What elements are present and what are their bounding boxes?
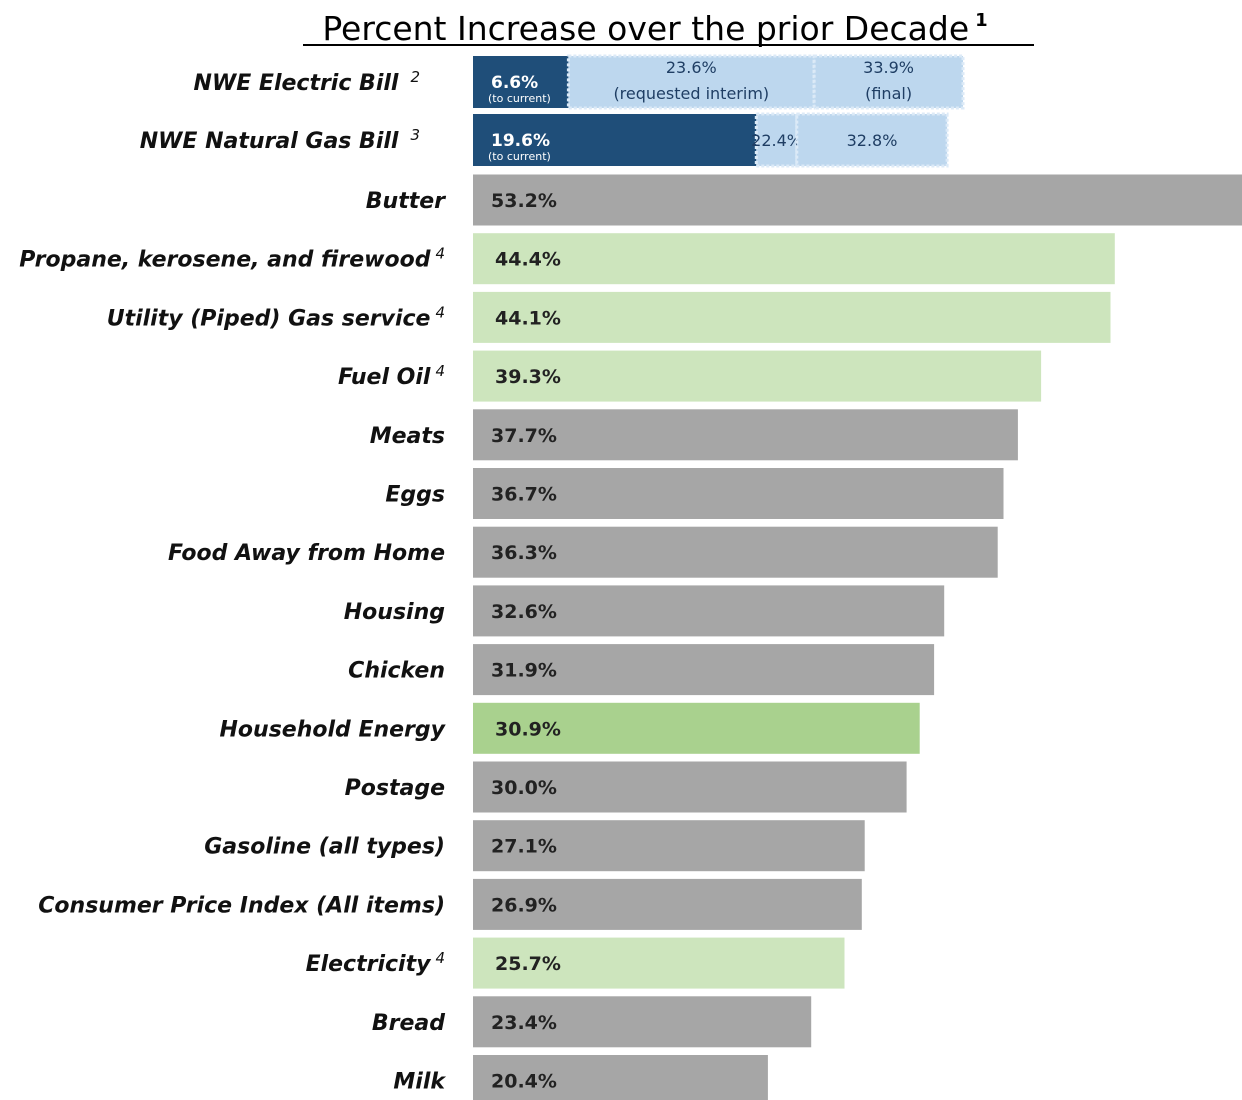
category-label-consumer-price-index-all-items: Consumer Price Index (All items): [38, 893, 445, 918]
value-label-propane-kerosene-and-firewood: 44.4%: [495, 249, 561, 271]
chart-title-text: Percent Increase over the prior Decade: [322, 9, 969, 48]
segment-label-nwe-electric-bill-1: 6.6%: [491, 73, 538, 93]
segment-label-nwe-electric-bill-3: 33.9%: [863, 58, 914, 77]
category-label-text: Consumer Price Index (All items): [38, 893, 445, 918]
segment-label-nwe-natural-gas-bill-1: 19.6%: [491, 131, 550, 151]
bar-nwe-electric-bill-segment-2: [566, 54, 816, 110]
value-label-electricity: 25.7%: [495, 953, 561, 975]
bar-nwe-natural-gas-bill-segment-3: [795, 112, 949, 168]
value-label-fuel-oil: 39.3%: [495, 366, 561, 388]
category-label-gasoline-all-types: Gasoline (all types): [204, 835, 445, 860]
category-label-text: Fuel Oil: [338, 365, 431, 390]
bar-nwe-electric-bill-segment-3: [812, 54, 965, 110]
value-label-milk: 20.4%: [491, 1071, 557, 1093]
segment-note-nwe-electric-bill-3: (final): [865, 84, 912, 103]
category-label-text: Utility (Piped) Gas service: [107, 306, 431, 331]
segment-note-nwe-electric-bill-1: (to current): [488, 92, 551, 105]
segment-note-nwe-electric-bill-2: (requested interim): [613, 84, 769, 103]
bar-gasoline-all-types: [473, 820, 865, 872]
category-label-household-energy: Household Energy: [220, 717, 447, 742]
segment-label-nwe-natural-gas-bill-3: 32.8%: [847, 131, 898, 150]
category-rows: Butter 53.2% Propane, kerosene, and firewo…: [19, 174, 1242, 1100]
value-label-chicken: 31.9%: [491, 660, 557, 682]
category-label-butter: Butter: [366, 189, 446, 214]
value-label-eggs: 36.7%: [491, 484, 557, 506]
value-label-consumer-price-index-all-items: 26.9%: [491, 894, 557, 916]
bar-electricity: [473, 937, 845, 989]
value-label-butter: 53.2%: [491, 190, 557, 212]
value-label-meats: 37.7%: [491, 425, 557, 447]
value-label-food-away-from-home: 36.3%: [491, 542, 557, 564]
value-label-gasoline-all-types: 27.1%: [491, 836, 557, 858]
segment-label-nwe-natural-gas-bill-2: 22.4%: [751, 131, 802, 150]
category-label-housing: Housing: [344, 600, 445, 625]
category-label-electricity: Electricity 4: [306, 949, 445, 977]
value-label-bread: 23.4%: [491, 1012, 557, 1034]
category-label-fuel-oil: Fuel Oil 4: [338, 362, 445, 390]
nwe-bill-rows: NWE Electric Bill 2 6.6%(to current)23.6%(…: [140, 54, 965, 168]
bar-milk: [473, 1055, 768, 1100]
bar-eggs: [473, 468, 1004, 519]
bar-chicken: [473, 644, 935, 696]
value-label-utility-piped-gas-service: 44.1%: [495, 307, 561, 329]
category-label-propane-kerosene-and-firewood: Propane, kerosene, and firewood 4: [19, 245, 445, 273]
chart-title: Percent Increase over the prior Decade 1: [322, 9, 987, 48]
segment-label-nwe-electric-bill-2: 23.6%: [666, 58, 717, 77]
bar-utility-piped-gas-service: [473, 291, 1111, 343]
bar-bread: [473, 996, 812, 1048]
bar-food-away-from-home: [473, 526, 998, 578]
category-label-text: Chicken: [348, 659, 445, 684]
bar-fuel-oil: [473, 350, 1042, 402]
category-label-text: Eggs: [385, 483, 445, 508]
category-label-utility-piped-gas-service: Utility (Piped) Gas service 4: [107, 303, 445, 331]
bar-butter: [473, 174, 1242, 226]
category-superscript: 2: [410, 68, 420, 86]
category-label-text: NWE Natural Gas Bill: [140, 129, 399, 154]
category-label-text: Meats: [370, 424, 445, 449]
category-label-text: Electricity: [306, 952, 433, 977]
category-label-text: Milk: [393, 1070, 446, 1095]
segment-note-nwe-natural-gas-bill-1: (to current): [488, 150, 551, 163]
value-label-housing: 32.6%: [491, 601, 557, 623]
category-label-text: Household Energy: [220, 717, 447, 742]
category-label-food-away-from-home: Food Away from Home: [168, 541, 445, 566]
category-label-text: Propane, kerosene, and firewood: [19, 248, 431, 273]
category-label-eggs: Eggs: [385, 483, 445, 508]
category-label-text: Bread: [372, 1011, 445, 1036]
chart-title-superscript: 1: [975, 10, 988, 31]
bar-consumer-price-index-all-items: [473, 878, 862, 930]
category-superscript: 4: [435, 949, 445, 967]
category-label-postage: Postage: [345, 776, 445, 801]
category-label-chicken: Chicken: [348, 659, 445, 684]
category-superscript: 3: [410, 126, 420, 144]
category-label-text: Food Away from Home: [168, 541, 445, 566]
category-label-text: Housing: [344, 600, 445, 625]
category-label-meats: Meats: [370, 424, 445, 449]
bar-nwe-natural-gas-bill-segment-1: [473, 114, 757, 166]
category-superscript: 4: [435, 245, 445, 263]
category-superscript: 4: [435, 362, 445, 380]
value-label-household-energy: 30.9%: [495, 718, 561, 740]
bar-postage: [473, 761, 907, 813]
category-superscript: 4: [435, 303, 445, 321]
bar-household-energy: [473, 702, 920, 754]
bar-nwe-natural-gas-bill-segment-2: [754, 112, 799, 168]
category-label-bread: Bread: [372, 1011, 445, 1036]
bar-propane-kerosene-and-firewood: [473, 233, 1115, 285]
category-label-nwe-electric-bill: NWE Electric Bill 2: [194, 68, 420, 96]
bar-meats: [473, 409, 1018, 461]
bar-nwe-electric-bill-segment-1: [473, 56, 569, 108]
category-label-text: NWE Electric Bill: [194, 71, 399, 96]
category-label-nwe-natural-gas-bill: NWE Natural Gas Bill 3: [140, 126, 420, 154]
category-label-text: Gasoline (all types): [204, 835, 445, 860]
bar-housing: [473, 585, 945, 637]
category-label-milk: Milk: [393, 1070, 446, 1095]
value-label-postage: 30.0%: [491, 777, 557, 799]
category-label-text: Postage: [345, 776, 445, 801]
category-label-text: Butter: [366, 189, 446, 214]
